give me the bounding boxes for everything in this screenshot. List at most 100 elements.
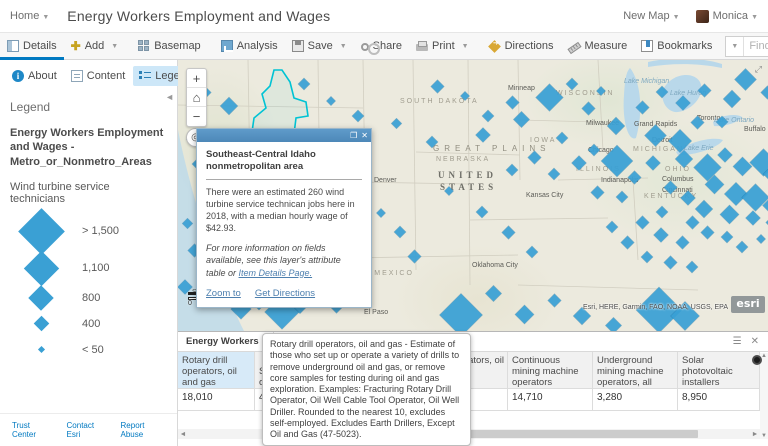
info-icon: i bbox=[12, 70, 24, 82]
table-cell[interactable]: 3,280 bbox=[593, 389, 678, 411]
close-table-icon[interactable]: ✕ bbox=[750, 336, 759, 347]
bookmarks-button[interactable]: Bookmarks bbox=[634, 33, 719, 60]
legend-item-label: 1,100 bbox=[82, 262, 110, 275]
table-tab[interactable]: Energy Workers Emplo bbox=[178, 332, 274, 351]
scroll-right-icon[interactable]: ► bbox=[751, 430, 759, 438]
page-title: Energy Workers Employment and Wages bbox=[67, 8, 331, 24]
maximize-icon[interactable]: ❒ bbox=[350, 130, 358, 140]
measure-icon bbox=[566, 41, 582, 54]
chevron-down-icon: ▼ bbox=[751, 14, 758, 21]
zoom-in-button[interactable]: + bbox=[187, 69, 206, 88]
table-header-cell[interactable]: Rotary drill operators, oil and gas bbox=[178, 352, 255, 389]
basemap-icon bbox=[138, 40, 150, 52]
diamond-symbol bbox=[17, 208, 65, 255]
chevron-down-icon: ▼ bbox=[339, 42, 347, 50]
get-directions-link[interactable]: Get Directions bbox=[254, 287, 316, 299]
scale-zero: 0 bbox=[188, 300, 192, 307]
print-button[interactable]: Print ▼ bbox=[409, 33, 476, 60]
esri-logo: esri bbox=[731, 296, 765, 313]
legend-item: 800 bbox=[10, 285, 167, 311]
details-icon bbox=[7, 40, 19, 52]
avatar[interactable] bbox=[695, 9, 709, 23]
legend-layer-title: Energy Workers Employment and Wages - Me… bbox=[10, 127, 164, 168]
user-menu[interactable]: Monica ▼ bbox=[712, 10, 758, 22]
map-canvas[interactable]: SOUTH DAKOTA WISCONSIN MICHIGAN IOWA NEB… bbox=[178, 60, 768, 446]
diamond-symbol bbox=[28, 285, 54, 311]
popup-title: Southeast-Central Idaho nonmetropolitan … bbox=[206, 149, 316, 173]
legend-item: < 50 bbox=[10, 341, 167, 359]
diamond-symbol bbox=[23, 250, 59, 287]
zoom-out-button[interactable]: − bbox=[192, 109, 201, 124]
details-button[interactable]: Details bbox=[0, 33, 64, 60]
table-options-icon[interactable]: ☰ bbox=[732, 336, 742, 347]
diamond-symbol bbox=[33, 316, 49, 332]
legend-heading: Legend bbox=[10, 100, 51, 114]
attribute-table-panel: Energy Workers Emplo ☰ ✕ Rotary drill op… bbox=[178, 331, 768, 446]
footer-link[interactable]: Report Abuse bbox=[120, 421, 145, 439]
tab-about[interactable]: i About bbox=[6, 66, 63, 86]
app-header: Home ▼ Energy Workers Employment and Wage… bbox=[0, 0, 768, 32]
table-cell[interactable]: 8,950 bbox=[678, 389, 760, 411]
zoom-control: + ⌂ − bbox=[186, 68, 207, 127]
column-tooltip: Rotary drill operators, oil and gas - Es… bbox=[262, 333, 471, 446]
popup-titlebar: ❒ ✕ bbox=[197, 129, 371, 142]
tab-content[interactable]: Content bbox=[65, 66, 132, 86]
expand-map-icon[interactable]: ⤢ bbox=[754, 64, 762, 74]
sidebar-footer: Trust Center Contact Esri Report Abuse bbox=[0, 413, 177, 446]
table-header-cell[interactable]: Continuous mining machine operators bbox=[508, 352, 593, 389]
search-dropdown[interactable]: ▼ bbox=[726, 36, 745, 56]
legend-item-label: > 1,500 bbox=[82, 225, 120, 238]
diamond-symbol bbox=[37, 346, 45, 354]
content-icon bbox=[70, 70, 83, 82]
legend-item-label: 800 bbox=[82, 291, 101, 304]
legend-sublayer-title: Wind turbine service technicians bbox=[10, 180, 110, 205]
address-search: ▼ bbox=[725, 35, 768, 57]
share-button[interactable]: Share bbox=[354, 33, 409, 60]
analysis-icon bbox=[220, 40, 233, 52]
sidebar: i About Content Legend ◄ Legend Energy Wo… bbox=[0, 60, 198, 446]
analysis-button[interactable]: Analysis bbox=[214, 33, 285, 60]
scroll-down-icon[interactable]: ▼ bbox=[761, 433, 767, 439]
divider bbox=[206, 178, 362, 180]
basemap-button[interactable]: Basemap bbox=[131, 33, 207, 60]
feature-popup: ❒ ✕ Southeast-Central Idaho nonmetropoli… bbox=[196, 128, 372, 308]
legend-item: > 1,500 bbox=[10, 208, 167, 255]
new-map-menu[interactable]: New Map ▼ bbox=[623, 10, 680, 22]
legend-item-label: 400 bbox=[82, 317, 101, 330]
save-button[interactable]: Save ▼ bbox=[285, 33, 354, 60]
add-button[interactable]: ✚ Add ▼ bbox=[70, 39, 119, 53]
footer-link[interactable]: Contact Esri bbox=[66, 421, 95, 439]
share-icon bbox=[360, 43, 380, 55]
directions-button[interactable]: Directions bbox=[482, 33, 561, 60]
scrollbar-thumb[interactable] bbox=[428, 430, 698, 438]
legend-item: 1,100 bbox=[10, 250, 167, 287]
collapse-sidebar-icon[interactable]: ◄ bbox=[165, 92, 174, 102]
popup-body-text: There were an estimated 260 wind turbine… bbox=[206, 186, 355, 234]
scroll-up-icon[interactable]: ▲ bbox=[761, 353, 767, 359]
item-details-link[interactable]: Item Details Page. bbox=[238, 267, 313, 278]
map-attribution: Esri, HERE, Garmin, FAO, NOAA, USGS, EPA bbox=[583, 304, 728, 311]
close-icon[interactable]: ✕ bbox=[361, 130, 368, 140]
search-input[interactable] bbox=[744, 40, 768, 52]
save-icon bbox=[291, 40, 304, 52]
table-header-cell[interactable]: Solar photovoltaic installers bbox=[678, 352, 760, 389]
home-extent-button[interactable]: ⌂ bbox=[187, 88, 206, 107]
footer-link[interactable]: Trust Center bbox=[12, 421, 37, 439]
home-menu[interactable]: Home ▼ bbox=[10, 10, 50, 22]
legend-item: 400 bbox=[10, 315, 167, 333]
sidebar-tabs: i About Content Legend bbox=[0, 60, 198, 90]
table-vertical-scrollbar[interactable]: ▲ ▼ bbox=[760, 353, 768, 439]
print-icon bbox=[416, 41, 429, 51]
table-cell[interactable]: 14,710 bbox=[508, 389, 593, 411]
chevron-down-icon: ▼ bbox=[461, 42, 469, 50]
main-toolbar: Details ✚ Add ▼ Basemap Analysis Save ▼ Sha… bbox=[0, 32, 768, 60]
table-header-cell[interactable]: Underground mining machine operators, al… bbox=[593, 352, 678, 389]
chevron-down-icon: ▼ bbox=[111, 42, 119, 50]
scroll-left-icon[interactable]: ◄ bbox=[179, 430, 187, 438]
table-cell[interactable]: 18,010 bbox=[178, 389, 255, 411]
target-icon[interactable] bbox=[752, 355, 762, 365]
zoom-to-link[interactable]: Zoom to bbox=[206, 287, 241, 299]
measure-button[interactable]: Measure bbox=[561, 33, 635, 60]
directions-icon bbox=[487, 40, 501, 53]
